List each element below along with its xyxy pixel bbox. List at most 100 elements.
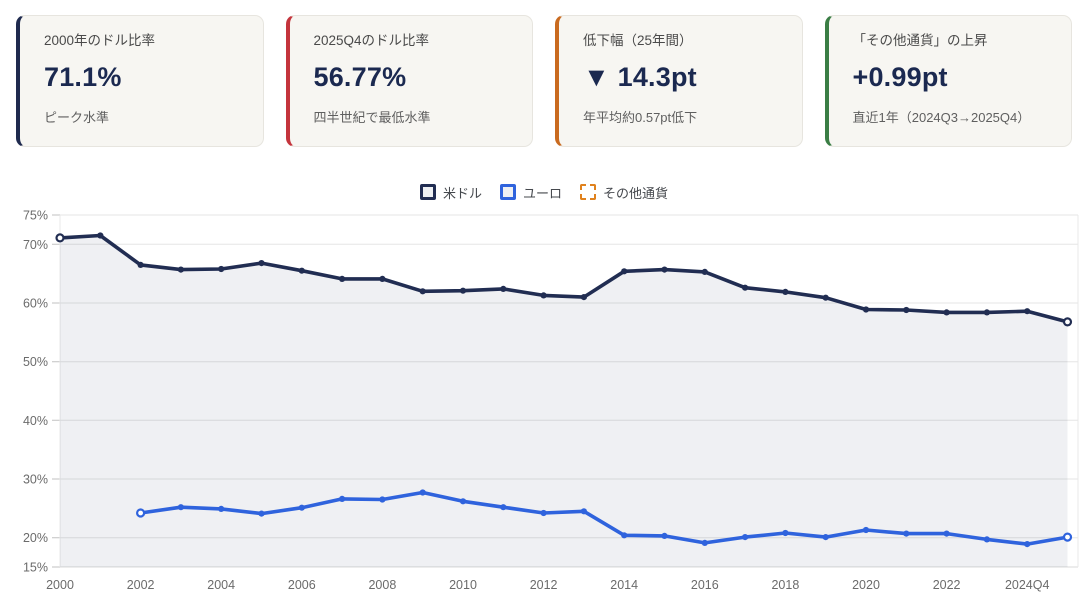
x-axis-label: 2004 — [207, 578, 235, 592]
euro-line — [138, 490, 1070, 546]
legend-label: ユーロ — [522, 185, 562, 201]
usd-data-point-marker[interactable] — [97, 232, 104, 239]
usd-data-point-marker[interactable] — [137, 261, 144, 268]
usd-data-point-marker[interactable] — [862, 306, 870, 313]
y-axis-label: 60% — [23, 297, 48, 311]
chart-canvas[interactable]: 15% 20% 30% 40% 50% 60% 70% 75% 2000 2002 2004 2006… — [0, 203, 1088, 603]
usd-data-point-marker[interactable] — [500, 285, 507, 292]
x-axis-label: 2002 — [127, 578, 155, 592]
card-subtext: 直近1年（2024Q3→2025Q4） — [852, 110, 1031, 126]
euro-data-point-marker[interactable] — [580, 508, 588, 515]
usd-data-point-marker[interactable] — [540, 292, 547, 299]
usd-data-point-marker[interactable] — [822, 294, 829, 301]
legend-marker — [419, 184, 436, 200]
euro-data-point-marker[interactable] — [459, 498, 467, 505]
euro-data-point-marker[interactable] — [782, 529, 789, 537]
euro-data-point-marker[interactable] — [1062, 532, 1073, 542]
card-subtext: ピーク水準 — [44, 110, 110, 126]
card-value: +0.99pt — [852, 62, 948, 93]
usd-data-point-marker[interactable] — [782, 288, 789, 295]
euro-data-point-marker[interactable] — [701, 539, 708, 546]
y-axis-label: 40% — [23, 414, 48, 428]
usd-data-point-marker[interactable] — [983, 309, 991, 316]
euro-data-point-marker[interactable] — [822, 534, 829, 541]
euro-data-point-marker[interactable] — [298, 504, 305, 511]
euro-data-point-marker[interactable] — [862, 526, 870, 534]
euro-data-point-marker[interactable] — [540, 509, 547, 517]
usd-data-point-marker[interactable] — [218, 265, 225, 273]
usd-data-point-marker[interactable] — [298, 267, 305, 274]
euro-data-point-marker[interactable] — [419, 489, 426, 496]
usd-data-point-marker[interactable] — [339, 275, 346, 282]
x-axis-label: 2000 — [46, 578, 74, 592]
legend-marker — [580, 184, 596, 200]
stat-card: 2025Q4のドル比率 56.77% 四半世紀で最低水準 — [285, 15, 533, 147]
card-subtext: 年平均約0.57pt低下 — [583, 110, 698, 126]
euro-data-point-marker[interactable] — [1024, 541, 1031, 548]
usd-data-point-marker[interactable] — [177, 266, 184, 273]
x-axis-label: 2006 — [288, 578, 316, 592]
stat-cards: 2000年のドル比率 71.1% ピーク水準 2025Q4のドル比率 56.77% 四半世… — [16, 15, 1072, 147]
legend-label: 米ドル — [442, 185, 482, 201]
x-axis-label: 2016 — [691, 578, 719, 592]
usd-data-point-marker[interactable] — [379, 275, 386, 282]
usd-data-point-marker[interactable] — [580, 294, 588, 301]
usd-line — [58, 233, 1070, 324]
x-axis-label: 2008 — [368, 578, 396, 592]
euro-data-point-marker[interactable] — [258, 510, 265, 517]
x-axis-label: 2024Q4 — [1005, 578, 1050, 592]
usd-data-point-marker[interactable] — [621, 268, 628, 275]
euro-data-point-marker[interactable] — [379, 496, 386, 503]
y-axis-label: 50% — [23, 355, 48, 369]
y-axis-label: 20% — [23, 531, 48, 545]
reserve-share-chart: 15% 20% 30% 40% 50% 60% 70% 75% 2000 2002 2004 2006… — [0, 203, 1088, 608]
y-axis-label: 75% — [23, 209, 48, 223]
legend-item-other[interactable]: その他通貨 — [580, 183, 668, 202]
usd-data-point-marker[interactable] — [903, 306, 910, 314]
euro-data-point-marker[interactable] — [943, 530, 950, 537]
y-axis-label: 15% — [23, 561, 48, 575]
euro-data-point-marker[interactable] — [339, 495, 346, 502]
usd-data-point-marker[interactable] — [419, 288, 426, 295]
chart-legend: 米ドル ユーロ その他通貨 — [0, 181, 1088, 203]
euro-data-point-marker[interactable] — [983, 536, 991, 543]
usd-data-point-marker[interactable] — [742, 284, 749, 291]
usd-data-point-marker[interactable] — [661, 266, 668, 273]
x-axis-label: 2012 — [530, 578, 558, 592]
usd-data-point-marker[interactable] — [701, 268, 708, 275]
legend-label: その他通貨 — [603, 185, 669, 201]
y-axis-label: 30% — [23, 473, 48, 487]
euro-data-point-marker[interactable] — [136, 508, 146, 518]
legend-marker — [499, 184, 516, 200]
euro-data-point-marker[interactable] — [661, 532, 668, 539]
card-value: ▼ 14.3pt — [583, 62, 697, 93]
card-label: 低下幅（25年間） — [583, 33, 693, 48]
usd-data-point-marker[interactable] — [258, 260, 265, 267]
euro-data-point-marker[interactable] — [903, 530, 910, 537]
legend-item-usd[interactable]: 米ドル — [419, 183, 482, 202]
stat-card: 低下幅（25年間） ▼ 14.3pt 年平均約0.57pt低下 — [555, 15, 803, 147]
euro-data-point-marker[interactable] — [500, 504, 507, 511]
x-axis-label: 2018 — [771, 578, 799, 592]
x-axis-label: 2022 — [933, 578, 961, 592]
legend-item-euro[interactable]: ユーロ — [499, 183, 562, 202]
card-subtext: 四半世紀で最低水準 — [313, 110, 431, 126]
x-axis-label: 2010 — [449, 578, 477, 592]
usd-data-point-marker[interactable] — [1062, 317, 1073, 327]
card-label: 2000年のドル比率 — [44, 33, 156, 48]
usd-data-point-marker[interactable] — [459, 287, 467, 294]
euro-data-point-marker[interactable] — [742, 534, 749, 541]
euro-data-point-marker[interactable] — [177, 504, 184, 511]
usd-data-point-marker[interactable] — [55, 233, 65, 243]
card-value: 71.1% — [44, 62, 122, 93]
euro-data-point-marker[interactable] — [621, 532, 628, 539]
card-label: 「その他通貨」の上昇 — [852, 33, 988, 48]
card-value: 56.77% — [313, 62, 407, 93]
usd-data-point-marker[interactable] — [943, 309, 950, 316]
stat-card: 2000年のドル比率 71.1% ピーク水準 — [16, 15, 264, 147]
euro-data-point-marker[interactable] — [218, 505, 225, 512]
usd-data-point-marker[interactable] — [1024, 308, 1031, 315]
usd-area — [60, 235, 1068, 567]
card-label: 2025Q4のドル比率 — [313, 33, 430, 48]
stat-card: 「その他通貨」の上昇 +0.99pt 直近1年（2024Q3→2025Q4） — [824, 15, 1072, 147]
